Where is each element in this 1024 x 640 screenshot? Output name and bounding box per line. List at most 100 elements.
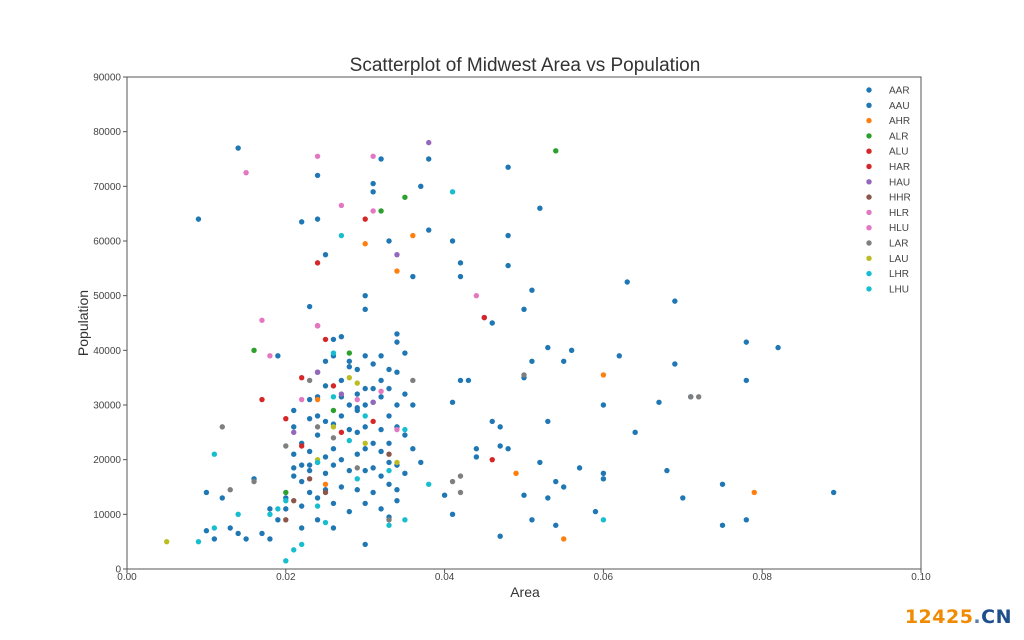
point-aau xyxy=(378,506,384,512)
point-aar xyxy=(291,473,297,479)
point-lau xyxy=(164,538,170,545)
data-points xyxy=(164,139,837,564)
point-aau xyxy=(592,508,599,515)
point-aau xyxy=(537,459,543,466)
point-aau xyxy=(346,508,353,515)
point-aau xyxy=(418,459,424,466)
legend-marker-lau xyxy=(866,255,872,261)
point-aau xyxy=(330,500,337,507)
point-aar xyxy=(314,172,321,179)
point-aau xyxy=(243,536,249,542)
point-lhu xyxy=(600,517,607,523)
point-har xyxy=(370,418,376,425)
point-aau xyxy=(473,454,480,460)
y-tick-label: 10000 xyxy=(93,510,121,521)
point-aau xyxy=(553,522,559,528)
point-aar xyxy=(672,361,678,367)
point-aau xyxy=(267,506,273,512)
point-aau xyxy=(378,377,384,384)
point-aau xyxy=(362,446,368,452)
point-hhr xyxy=(291,497,297,504)
point-lhr xyxy=(402,426,408,433)
point-aar xyxy=(362,306,368,313)
point-aau xyxy=(680,495,686,501)
point-hhr xyxy=(322,489,329,496)
point-lhr xyxy=(354,476,360,482)
point-hhr xyxy=(283,517,289,523)
point-aau xyxy=(354,429,360,436)
point-aau xyxy=(378,394,384,400)
point-lhu xyxy=(267,511,273,518)
point-aau xyxy=(330,525,337,531)
point-lhu xyxy=(330,350,337,356)
point-aar xyxy=(410,273,416,280)
point-aau xyxy=(330,446,337,452)
point-aau xyxy=(386,385,392,392)
point-aar xyxy=(394,331,400,337)
point-ahr xyxy=(513,470,519,477)
point-aau xyxy=(386,366,392,373)
point-aar xyxy=(306,303,313,310)
point-lar xyxy=(283,443,289,449)
point-hlr xyxy=(338,202,345,209)
watermark-dot: . xyxy=(973,606,982,628)
point-aau xyxy=(378,448,384,455)
point-alr xyxy=(553,148,559,154)
point-alr xyxy=(251,347,257,354)
point-aau xyxy=(370,385,376,392)
point-aar xyxy=(521,306,527,313)
point-aau xyxy=(291,465,297,471)
point-hlu xyxy=(394,426,400,433)
point-hlr xyxy=(473,292,480,299)
point-hau xyxy=(370,399,376,405)
point-aau xyxy=(402,432,408,438)
point-hlr xyxy=(314,153,321,159)
point-aau xyxy=(521,492,527,498)
legend-label-aau: AAU xyxy=(889,101,910,112)
point-lar xyxy=(306,377,313,384)
point-aau xyxy=(362,353,368,359)
point-ahr xyxy=(314,396,321,403)
x-tick-label: 0.06 xyxy=(594,572,614,583)
point-aar xyxy=(378,156,384,162)
point-hhr xyxy=(386,451,392,457)
point-aar xyxy=(394,339,400,345)
point-aau xyxy=(410,446,416,452)
point-aau xyxy=(306,448,313,455)
legend-marker-ahr xyxy=(866,117,872,124)
point-aau xyxy=(632,429,638,436)
point-aau xyxy=(298,462,305,468)
point-aau xyxy=(449,511,456,518)
point-aau xyxy=(576,465,583,471)
y-axis: 0 10000 20000 30000 40000 50000 60000 70000 8000… xyxy=(93,73,127,576)
y-tick-label: 40000 xyxy=(93,346,121,357)
point-lau xyxy=(330,424,337,430)
point-aau xyxy=(378,473,384,479)
point-aar xyxy=(426,227,432,233)
point-har xyxy=(338,429,345,436)
point-aar xyxy=(330,336,337,343)
point-aau xyxy=(322,454,329,460)
point-aau xyxy=(719,481,726,487)
point-aau xyxy=(322,470,329,477)
point-lhu xyxy=(291,547,297,553)
point-hau xyxy=(338,391,345,397)
point-lhr xyxy=(386,522,392,528)
point-aau xyxy=(330,462,337,468)
point-lau xyxy=(394,459,400,466)
point-ahr xyxy=(600,372,607,378)
point-lar xyxy=(251,478,257,485)
legend-marker-aar xyxy=(866,87,872,93)
y-tick-label: 0 xyxy=(115,565,121,576)
y-axis-label: Population xyxy=(75,290,91,356)
point-lhu xyxy=(298,541,305,548)
point-alu xyxy=(314,260,321,266)
point-aau xyxy=(394,402,400,408)
y-tick-label: 30000 xyxy=(93,401,121,412)
x-axis-label: Area xyxy=(510,584,540,600)
x-tick-label: 0.10 xyxy=(911,572,931,583)
point-aau xyxy=(465,377,472,384)
point-aau xyxy=(378,353,384,359)
legend-label-hhr: HHR xyxy=(889,193,911,204)
legend-label-lhr: LHR xyxy=(889,269,909,280)
